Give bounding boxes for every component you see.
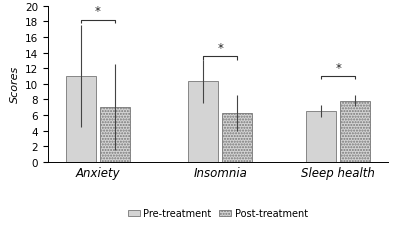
Text: *: * — [335, 61, 341, 74]
Bar — [188, 82, 218, 162]
Text: *: * — [95, 5, 101, 18]
Text: *: * — [218, 42, 223, 55]
Bar — [66, 76, 96, 162]
Bar — [222, 114, 252, 162]
Bar — [340, 101, 370, 162]
Bar — [306, 112, 336, 162]
Y-axis label: Scores: Scores — [10, 66, 20, 103]
Bar — [100, 108, 130, 162]
Legend: Pre-treatment, Post-treatment: Pre-treatment, Post-treatment — [124, 205, 312, 222]
